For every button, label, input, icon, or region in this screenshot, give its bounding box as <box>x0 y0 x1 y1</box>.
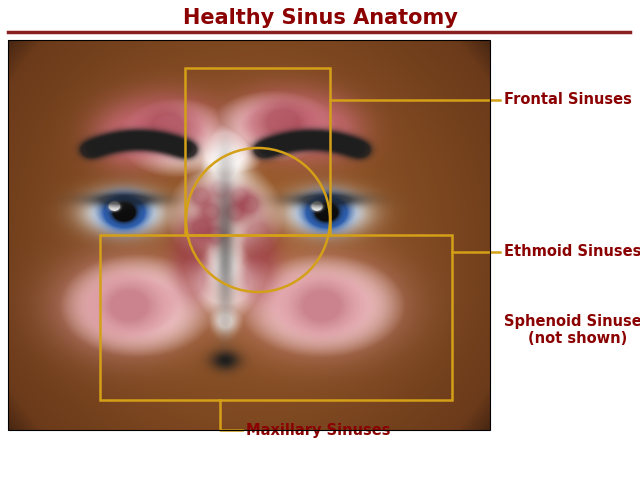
Bar <box>100 235 452 400</box>
Bar <box>8 40 490 430</box>
Text: Maxillary Sinuses: Maxillary Sinuses <box>246 422 390 437</box>
Text: Ethmoid Sinuses: Ethmoid Sinuses <box>504 244 640 260</box>
Text: Healthy Sinus Anatomy: Healthy Sinus Anatomy <box>182 8 458 28</box>
Text: Sphenoid Sinuses
(not shown): Sphenoid Sinuses (not shown) <box>504 314 640 346</box>
Bar <box>185 68 330 235</box>
Text: Frontal Sinuses: Frontal Sinuses <box>504 93 632 108</box>
